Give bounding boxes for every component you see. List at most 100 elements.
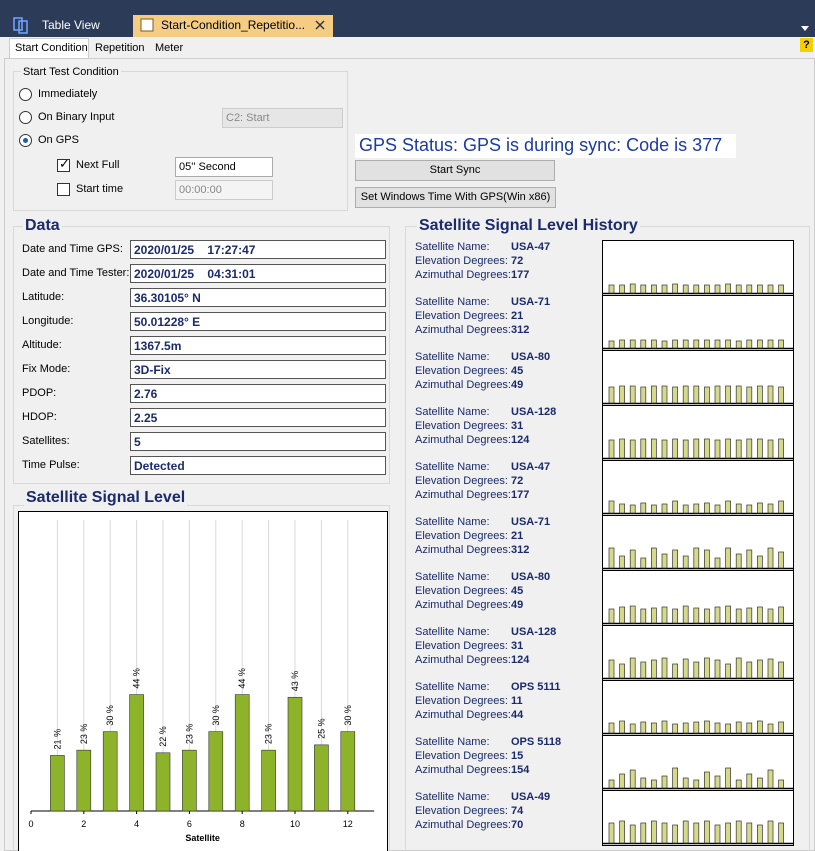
sub-tab[interactable]: Repetition: [95, 42, 145, 54]
field-label: Satellite Name:: [415, 296, 490, 308]
history-bar: [757, 502, 763, 514]
history-bar: [619, 773, 625, 789]
checkbox[interactable]: ✓: [57, 156, 70, 172]
field-label: Satellite Name:: [415, 681, 490, 693]
field-label: Satellite Name:: [415, 736, 490, 748]
history-bar: [746, 284, 753, 294]
history-bar: [767, 658, 774, 679]
history-bar: [682, 284, 689, 294]
field-label: Satellite Name:: [415, 351, 490, 363]
check-mark: ✓: [59, 156, 70, 171]
button[interactable]: Start Sync: [355, 160, 555, 181]
bar: [182, 749, 197, 812]
field-value: 70: [511, 819, 524, 831]
history-bar: [682, 385, 689, 404]
help-icon[interactable]: ?: [800, 38, 813, 52]
history-bar: [651, 284, 657, 294]
history-bar: [704, 339, 710, 349]
bar: [50, 755, 65, 812]
history-bar: [619, 606, 625, 624]
field-label: Azimuthal Degrees:: [415, 709, 511, 721]
time-input[interactable]: 00:00:00: [175, 180, 273, 200]
sub-tab[interactable]: Meter: [155, 42, 184, 54]
radio[interactable]: [19, 111, 32, 124]
history-bar: [767, 547, 774, 569]
field-label: Elevation Degrees:: [415, 475, 508, 487]
select[interactable]: 05'' Second: [175, 157, 273, 177]
history-bar: [651, 722, 657, 734]
checkbox-label[interactable]: Next Full: [76, 159, 120, 171]
history-bar: [714, 557, 721, 569]
field-label: Elevation Degrees:: [415, 585, 508, 597]
radio-label[interactable]: On GPS: [38, 134, 79, 146]
history-bar: [746, 438, 753, 459]
checkbox-label[interactable]: Start time: [76, 183, 124, 195]
field-label: Elevation Degrees:: [415, 420, 508, 432]
history-bar: [735, 608, 742, 624]
bar: [129, 694, 144, 812]
bar: [208, 731, 224, 812]
history-bar: [725, 500, 731, 514]
history-bar: [725, 438, 731, 459]
history-bar: [640, 438, 647, 459]
field-value: 1367.5m: [130, 336, 386, 355]
history-bar: [725, 605, 731, 624]
history-bar: [651, 339, 657, 349]
active-tab-bg[interactable]: [133, 15, 333, 37]
group-box: [13, 71, 348, 211]
history-bar: [619, 385, 625, 404]
field-value: 124: [511, 654, 530, 666]
history-bar: [778, 500, 784, 514]
tab[interactable]: Start-Condition_Repetitio...: [161, 18, 306, 32]
history-bar: [746, 773, 753, 789]
history-bar: [619, 820, 625, 844]
x-tick-label: 2: [81, 819, 86, 829]
field-label: Satellites:: [22, 435, 70, 447]
field-label: Azimuthal Degrees:: [415, 324, 511, 336]
radio[interactable]: [19, 88, 32, 101]
history-bar: [714, 659, 721, 679]
history-bar: [746, 504, 753, 514]
history-bar: [767, 723, 774, 734]
history-bar: [651, 607, 657, 624]
select[interactable]: C2: Start: [222, 108, 343, 128]
history-bar: [619, 339, 625, 349]
history-bar: [735, 340, 742, 349]
bar: [261, 749, 276, 812]
checkbox[interactable]: [57, 183, 70, 196]
field-value: OPS 5118: [511, 736, 562, 748]
button[interactable]: Set Windows Time With GPS(Win x86): [355, 187, 556, 208]
history-bar: [672, 339, 678, 349]
history-bar: [778, 606, 784, 624]
history-bar: [672, 723, 678, 734]
field-label: Elevation Degrees:: [415, 640, 508, 652]
tab[interactable]: Table View: [42, 18, 100, 32]
radio-label[interactable]: On Binary Input: [38, 111, 115, 123]
radio[interactable]: [19, 134, 32, 147]
radio-label[interactable]: Immediately: [38, 88, 98, 100]
history-bar: [714, 504, 721, 514]
field-label: PDOP:: [22, 387, 57, 399]
history-chart: [602, 350, 794, 406]
history-bar: [693, 779, 700, 789]
history-bar: [608, 284, 615, 294]
history-bar: [619, 555, 625, 569]
history-bar: [735, 721, 742, 734]
history-bar: [682, 777, 689, 789]
history-bar: [704, 720, 710, 734]
history-bar: [661, 439, 668, 459]
history-bar: [757, 385, 763, 404]
history-bar: [746, 722, 753, 734]
sub-tab[interactable]: Start Condition: [9, 38, 89, 59]
history-bar: [672, 549, 678, 569]
value-label: 30 %: [343, 705, 353, 726]
history-bar: [619, 503, 625, 514]
history-bar: [640, 661, 647, 679]
history-bar: [704, 657, 710, 679]
history-chart: [602, 405, 794, 461]
field-label: Satellite Name:: [415, 461, 490, 473]
history-bar: [608, 659, 615, 679]
history-bar: [704, 502, 710, 514]
history-bar: [661, 720, 668, 734]
history-chart: [602, 625, 794, 681]
